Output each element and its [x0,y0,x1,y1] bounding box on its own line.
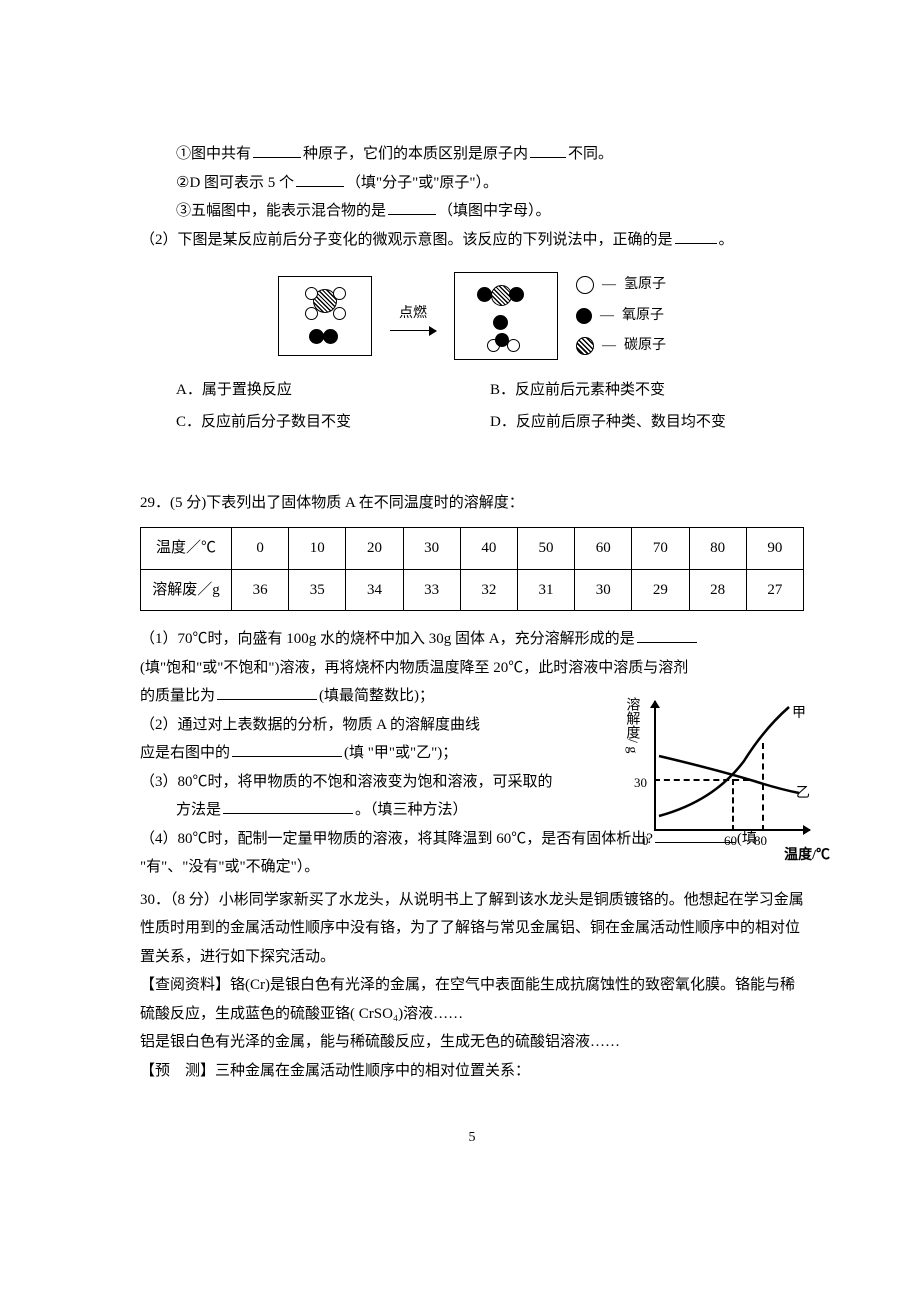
choice-a: A．属于置换反应 [176,376,490,405]
text: 不同。 [568,146,613,162]
legend-label: 氧原子 [622,303,664,330]
cell: 30 [403,528,460,570]
row-label: 温度／℃ [141,528,232,570]
text: (填 "甲"或"乙")； [344,745,457,761]
text: （2）下图是某反应前后分子变化的微观示意图。该反应的下列说法中，正确的是 [140,232,673,248]
blank [296,171,344,187]
solubility-table: 温度／℃ 0 10 20 30 40 50 60 70 80 90 溶解废／g … [140,527,804,611]
cell: 80 [689,528,746,570]
y-tick: 30 [634,771,647,796]
blank [675,228,717,244]
text: 的质量比为 [140,688,215,704]
cell: 27 [746,569,803,611]
legend-label: 氢原子 [624,272,666,299]
page-number: 5 [140,1125,804,1152]
text: 种原子，它们的本质区别是原子内 [303,146,528,162]
row-label: 溶解废／g [141,569,232,611]
blank [217,684,317,700]
blank [223,798,353,814]
text: ③五幅图中，能表示混合物的是 [176,203,386,219]
text: ①图中共有 [176,146,251,162]
q28-line2: ②D 图可表示 5 个 （填"分子"或"原子"）。 [176,169,804,198]
cell: 90 [746,528,803,570]
blank [232,741,342,757]
text: 方法是 [176,802,221,818]
blank [388,199,436,215]
origin: 0 [642,829,649,854]
text: ②D 图可表示 5 个 [176,175,294,191]
q30-info-al: 铝是银白色有光泽的金属，能与稀硫酸反应，生成无色的硫酸铝溶液…… [140,1028,804,1057]
cell: 20 [346,528,403,570]
text: （4）80℃时，配制一定量甲物质的溶液，将其降温到 60℃，是否有固体析出? [140,831,653,847]
text: (填最简整数比)； [319,688,434,704]
q28-choices: A．属于置换反应 B．反应前后元素种类不变 C．反应前后分子数目不变 D．反应前… [140,374,804,439]
cell: 50 [517,528,574,570]
cell: 35 [289,569,346,611]
q28-line1: ①图中共有 种原子，它们的本质区别是原子内 不同。 [176,140,804,169]
cell: 70 [632,528,689,570]
q28-part2: （2）下图是某反应前后分子变化的微观示意图。该反应的下列说法中，正确的是 。 [140,226,804,255]
curves-icon [654,701,804,831]
q28-line3: ③五幅图中，能表示混合物的是 （填图中字母）。 [176,197,804,226]
x-tick: 80 [754,829,767,854]
cell: 32 [460,569,517,611]
cell: 40 [460,528,517,570]
arrow-icon: 点燃 [390,301,436,331]
text: （填图中字母）。 [438,203,551,219]
q29-p1: （1）70℃时，向盛有 100g 水的烧杯中加入 30g 固体 A，充分溶解形成… [140,625,804,654]
text: 。（填三种方法） [355,802,468,818]
arrow-label: 点燃 [390,301,436,328]
solubility-chart: 溶解度/ g 30 甲 乙 0 60 80 [624,691,814,861]
text: 。 [719,232,734,248]
q30-predict: 【预 测】三种金属在金属活动性顺序中的相对位置关系： [140,1057,804,1086]
cell: 0 [232,528,289,570]
cell: 34 [346,569,403,611]
x-tick: 60 [724,829,737,854]
table-row: 温度／℃ 0 10 20 30 40 50 60 70 80 90 [141,528,804,570]
q29-intro: 29．(5 分)下表列出了固体物质 A 在不同温度时的溶解度： [140,489,804,518]
hydrogen-atom-icon [576,276,594,294]
curve-label-b: 乙 [796,781,810,808]
cell: 28 [689,569,746,611]
product-box [454,272,558,360]
cell: 30 [575,569,632,611]
text: (填"饱和"或"不饱和")溶液，再将烧杯内物质温度降至 20℃，此时溶液中溶质与… [140,654,804,683]
cell: 60 [575,528,632,570]
y-axis-label: 溶解度/ g [624,697,639,753]
q30-intro: 30．（8 分）小彬同学家新买了水龙头，从说明书上了解到该水龙头是铜质镀铬的。他… [140,886,804,972]
curve-label-a: 甲 [792,701,806,728]
reaction-diagram: 点燃 —氢原子 —氧原子 —碳原子 [140,268,804,364]
table-row: 溶解废／g 36 35 34 33 32 31 30 29 28 27 [141,569,804,611]
blank [530,142,566,158]
cell: 31 [517,569,574,611]
choice-c: C．反应前后分子数目不变 [176,408,490,437]
choice-d: D．反应前后原子种类、数目均不变 [490,408,804,437]
blank [637,627,697,643]
carbon-atom-icon [576,337,594,355]
text: 应是右图中的 [140,745,230,761]
cell: 36 [232,569,289,611]
oxygen-atom-icon [576,308,592,324]
cell: 33 [403,569,460,611]
blank [253,142,301,158]
x-axis-label: 温度/℃ [784,843,830,870]
legend-label: 碳原子 [624,333,666,360]
q30-info: 【查阅资料】铬(Cr)是银白色有光泽的金属，在空气中表面能生成抗腐蚀性的致密氧化… [140,971,804,1028]
text: （填"分子"或"原子"）。 [346,175,498,191]
choice-b: B．反应前后元素种类不变 [490,376,804,405]
text: （1）70℃时，向盛有 100g 水的烧杯中加入 30g 固体 A，充分溶解形成… [140,631,635,647]
cell: 10 [289,528,346,570]
cell: 29 [632,569,689,611]
reactant-box [278,276,372,356]
legend: —氢原子 —氧原子 —碳原子 [576,268,666,364]
